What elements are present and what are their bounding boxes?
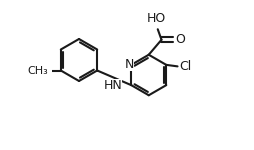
Text: N: N [124, 58, 134, 71]
Text: HO: HO [147, 12, 166, 26]
Text: Cl: Cl [179, 60, 191, 73]
Text: HN: HN [103, 79, 122, 92]
Text: CH₃: CH₃ [28, 66, 48, 75]
Text: O: O [175, 33, 185, 46]
